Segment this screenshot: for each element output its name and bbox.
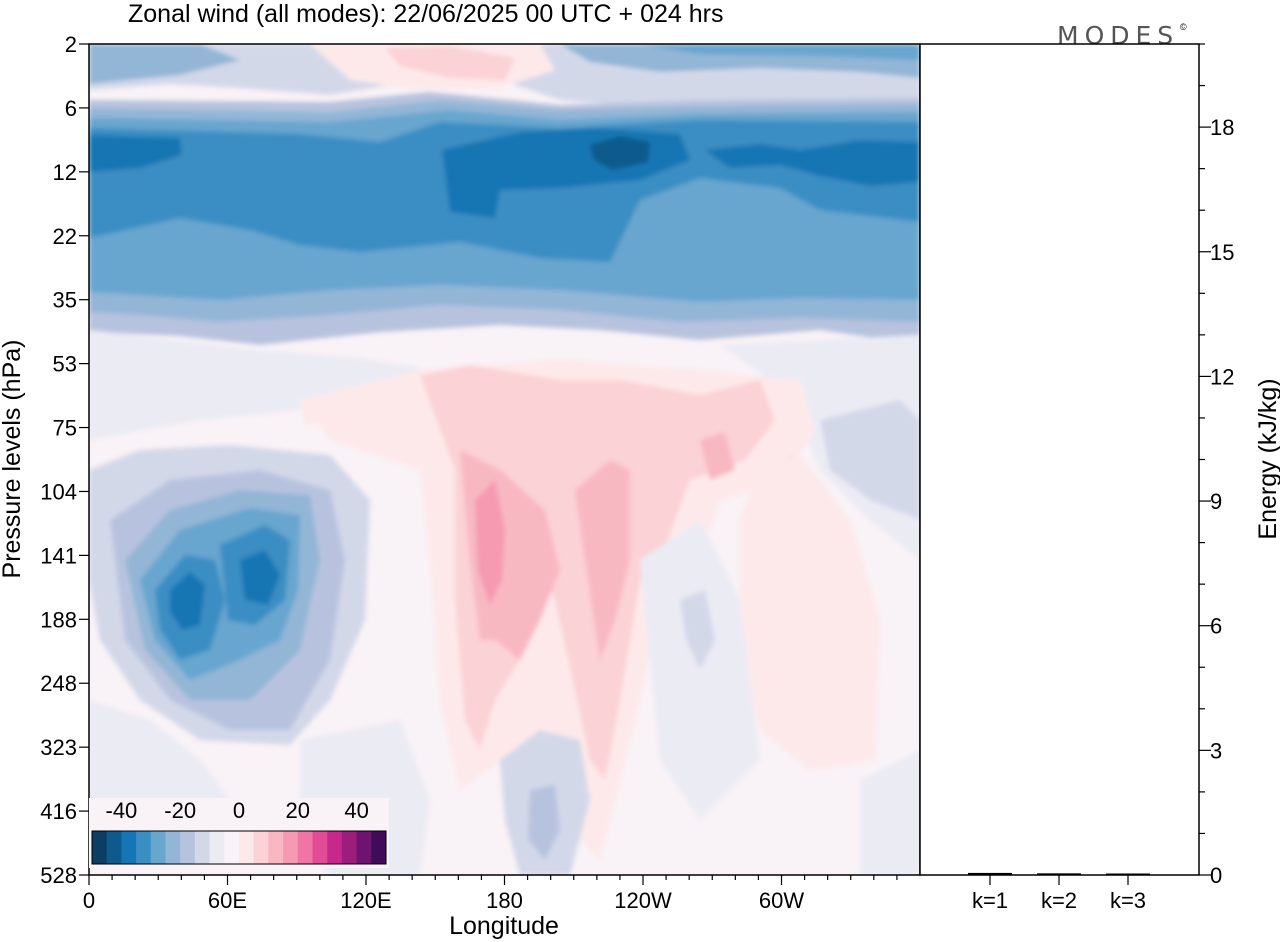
contour-asia-8 xyxy=(240,550,280,605)
contour-core-right xyxy=(705,140,920,186)
energy-category-label: k=2 xyxy=(1041,888,1077,913)
colorbar-swatch xyxy=(165,831,181,864)
colorbar-swatch xyxy=(209,831,225,864)
x-tick-label: 120W xyxy=(614,888,672,913)
energy-tick-label: 3 xyxy=(1210,738,1222,763)
colorbar-swatch xyxy=(150,831,166,864)
x-tick-label: 60E xyxy=(208,888,247,913)
contour-core-deepest xyxy=(590,136,650,170)
y-tick-label: 2 xyxy=(65,32,77,57)
colorbar-tick-label: 0 xyxy=(233,798,245,823)
colorbar-swatch xyxy=(136,831,152,864)
colorbar-swatch xyxy=(283,831,299,864)
chart-title: Zonal wind (all modes): 22/06/2025 00 UT… xyxy=(128,0,723,28)
energy-categories: k=1 k=2 k=3 xyxy=(972,875,1146,913)
colorbar-swatch xyxy=(268,831,284,864)
x-tick-label: 120E xyxy=(340,888,391,913)
colorbar-swatch xyxy=(92,831,108,864)
colorbar-swatch xyxy=(327,831,343,864)
energy-bars xyxy=(968,872,1150,875)
contour-top-blue-right-deep xyxy=(640,44,920,60)
colorbar-tick-label: -40 xyxy=(106,798,138,823)
contour-low-blue-2 xyxy=(528,785,560,860)
x-tick-label: 180 xyxy=(486,888,523,913)
energy-axis: 0 3 6 9 12 15 18 xyxy=(1199,43,1234,888)
x-tick-label: 60W xyxy=(759,888,804,913)
colorbar: -40 -20 0 20 40 xyxy=(89,798,389,868)
y-tick-label: 141 xyxy=(40,543,77,568)
contour-top-blue-left xyxy=(89,44,240,84)
colorbar-swatch xyxy=(106,831,122,864)
y-tick-label: 248 xyxy=(40,671,77,696)
colorbar-swatch xyxy=(253,831,269,864)
energy-tick-label: 12 xyxy=(1210,364,1234,389)
energy-axis-label: Energy (kJ/kg) xyxy=(1254,378,1280,539)
y-axis-label: Pressure levels (hPa) xyxy=(0,340,26,579)
colorbar-swatch xyxy=(297,831,313,864)
contour-low-blue-5 xyxy=(860,750,920,875)
contour-west-light-top xyxy=(300,395,345,425)
colorbar-frame xyxy=(91,830,387,865)
colorbar-swatch xyxy=(356,831,372,864)
energy-category-label: k=1 xyxy=(972,888,1008,913)
y-tick-label: 53 xyxy=(53,352,77,377)
contour-band-core xyxy=(89,120,920,262)
y-tick-label: 528 xyxy=(40,863,77,888)
y-tick-label: 12 xyxy=(53,160,77,185)
colorbar-tick-label: 20 xyxy=(286,798,310,823)
energy-tick-label: 0 xyxy=(1210,863,1222,888)
y-tick-label: 75 xyxy=(53,416,77,441)
y-axis: 2 6 12 22 35 53 75 104 141 188 248 323 416 528 xyxy=(40,32,89,888)
colorbar-swatch xyxy=(224,831,240,864)
energy-bar-k=2 xyxy=(1037,873,1081,875)
colorbar-tick-label: 40 xyxy=(344,798,368,823)
contour-top-pink-core xyxy=(385,46,515,80)
y-tick-label: 323 xyxy=(40,735,77,760)
energy-tick-label: 6 xyxy=(1210,614,1222,639)
y-tick-label: 22 xyxy=(53,224,77,249)
energy-panel-frame xyxy=(919,43,1200,876)
contour-pacific-4 xyxy=(575,460,630,660)
contour-pacific-5 xyxy=(475,480,505,605)
contour-low-blue-4 xyxy=(680,590,715,670)
colorbar-tick-label: -20 xyxy=(164,798,196,823)
contour-west-light xyxy=(740,455,880,770)
colorbar-swatch xyxy=(194,831,211,864)
wind-heatmap xyxy=(89,44,920,875)
colorbar-swatch xyxy=(312,831,328,864)
contour-core-left xyxy=(89,135,182,172)
contour-lower-strat-left xyxy=(89,330,420,440)
energy-category-label: k=3 xyxy=(1110,888,1146,913)
colorbar-swatch xyxy=(341,831,358,864)
energy-tick-label: 15 xyxy=(1210,240,1234,265)
contour-asia-7 xyxy=(170,572,205,630)
x-axis-label: Longitude xyxy=(449,912,559,940)
x-axis: 0 60E 120E 180 120W 60W xyxy=(83,875,898,913)
contour-lower-strat-right-deep xyxy=(820,400,920,520)
colorbar-swatch xyxy=(121,831,137,864)
energy-bar-k=3 xyxy=(1106,873,1150,875)
y-tick-label: 188 xyxy=(40,607,77,632)
energy-tick-label: 18 xyxy=(1210,115,1234,140)
y-tick-label: 6 xyxy=(65,96,77,121)
colorbar-swatch xyxy=(371,831,387,864)
x-tick-label: 0 xyxy=(83,888,95,913)
contour-lower-strat-right xyxy=(720,335,920,560)
brand-mark: © xyxy=(1180,22,1187,32)
y-tick-label: 416 xyxy=(40,799,77,824)
colorbar-swatch xyxy=(239,831,255,864)
colorbar-swatch xyxy=(180,831,196,864)
energy-bar-k=1 xyxy=(968,872,1012,875)
y-tick-label: 104 xyxy=(40,479,77,504)
y-tick-label: 35 xyxy=(53,288,77,313)
contour-pacific-6 xyxy=(700,432,735,480)
energy-tick-label: 9 xyxy=(1210,489,1222,514)
